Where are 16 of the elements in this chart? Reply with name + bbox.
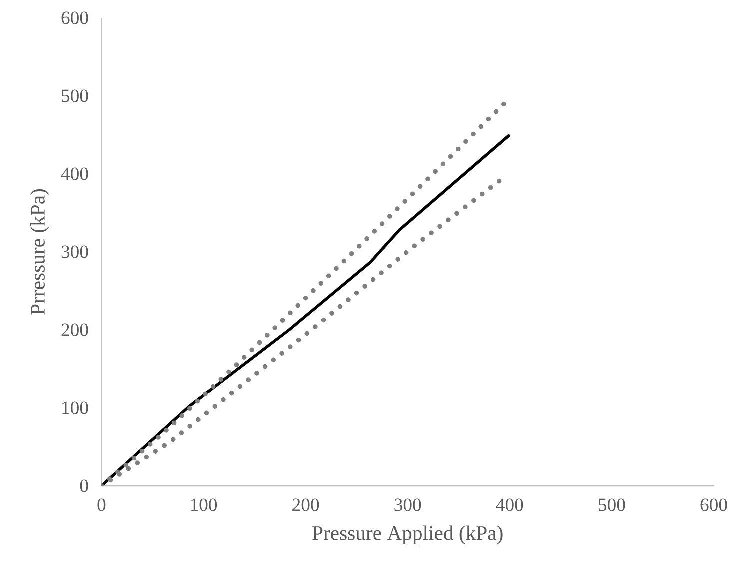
y-tick-label: 200 bbox=[62, 324, 88, 336]
y-axis-title: Prressure (kPa) bbox=[30, 189, 50, 315]
y-tick-label: 600 bbox=[62, 12, 88, 24]
x-tick-label: 300 bbox=[394, 498, 422, 512]
x-tick-label: 0 bbox=[98, 498, 106, 512]
y-tick-label: 0 bbox=[80, 480, 88, 492]
x-tick-label: 500 bbox=[599, 498, 626, 512]
x-tick-label: 200 bbox=[292, 498, 320, 512]
x-tick-label: 400 bbox=[496, 498, 524, 512]
y-tick-label: 300 bbox=[62, 246, 88, 258]
y-tick-label: 100 bbox=[62, 402, 88, 414]
y-tick-label: 500 bbox=[62, 90, 88, 102]
x-tick-label: 600 bbox=[700, 498, 728, 512]
x-tick-label: 100 bbox=[191, 498, 218, 512]
x-axis-title: Pressure Applied (kPa) bbox=[312, 526, 503, 545]
y-tick-label: 400 bbox=[61, 168, 88, 180]
